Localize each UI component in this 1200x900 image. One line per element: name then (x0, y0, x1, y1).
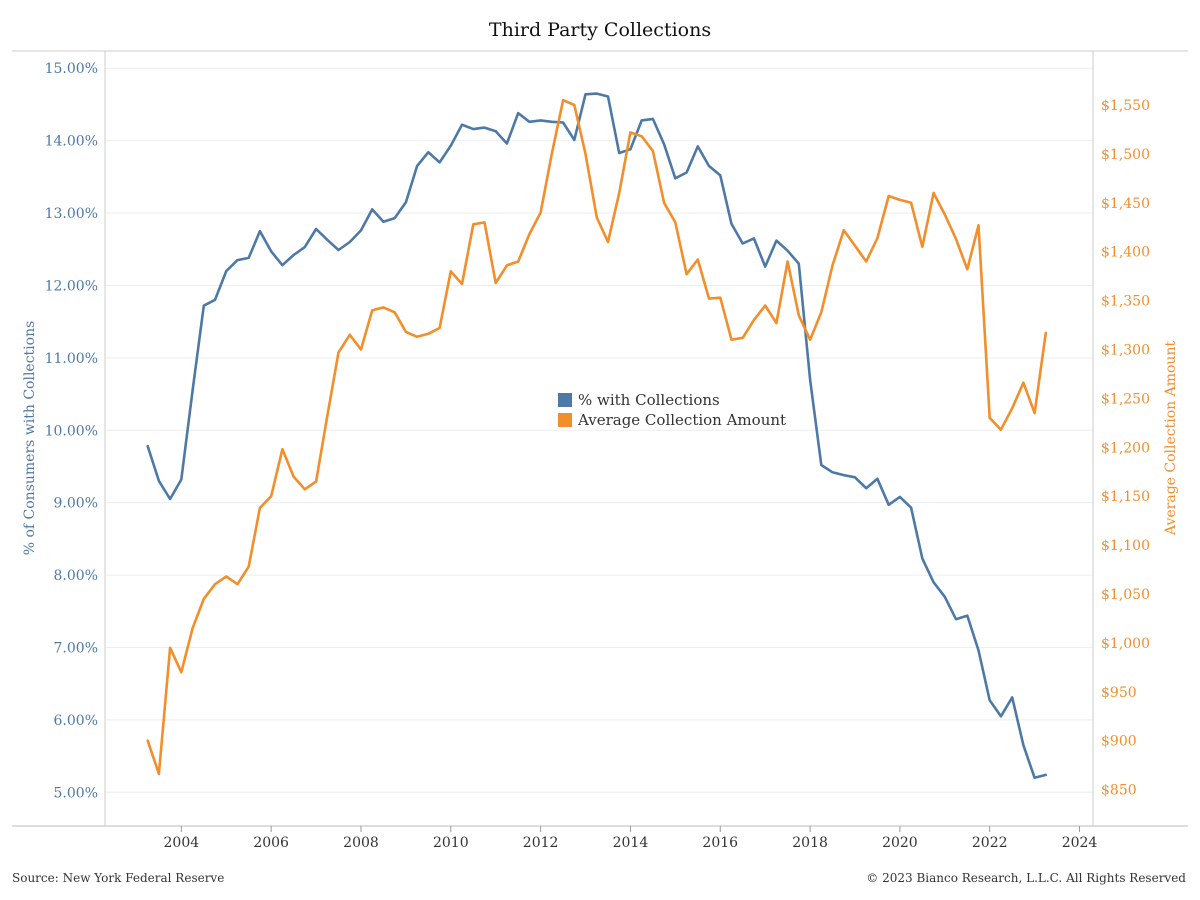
right-tick-label: $1,550 (1101, 98, 1150, 114)
right-tick-label: $1,250 (1101, 391, 1150, 407)
x-tick-label: 2016 (702, 835, 738, 851)
legend-swatch-pct (558, 393, 572, 407)
x-tick-label: 2014 (613, 835, 649, 851)
left-tick-label: 5.00% (54, 785, 98, 801)
series-line-average-collection-amount (146, 98, 1048, 776)
x-tick-label: 2004 (164, 835, 200, 851)
x-tick-label: 2024 (1062, 835, 1098, 851)
x-axis-ticks: 2004 2006 2008 2010 2012 2014 2016 2018 2020 2022… (164, 826, 1098, 851)
left-tick-label: 12.00% (45, 278, 98, 294)
right-tick-label: $1,350 (1101, 294, 1150, 310)
x-tick-label: 2010 (433, 835, 469, 851)
x-tick-label: 2022 (972, 835, 1008, 851)
right-tick-label: $1,050 (1101, 587, 1150, 603)
right-tick-label: $1,150 (1101, 489, 1150, 505)
left-tick-label: 8.00% (54, 568, 98, 584)
right-tick-label: $900 (1101, 734, 1137, 750)
right-tick-label: $1,300 (1101, 342, 1150, 358)
gridlines (105, 67, 1093, 793)
right-tick-label: $1,500 (1101, 147, 1150, 163)
legend-label-amount: Average Collection Amount (577, 411, 786, 429)
legend-label-pct: % with Collections (578, 391, 720, 409)
left-tick-label: 11.00% (45, 351, 98, 367)
x-tick-label: 2012 (523, 835, 559, 851)
left-tick-label: 9.00% (54, 496, 98, 512)
left-tick-label: 14.00% (45, 134, 98, 150)
legend-swatch-amount (558, 413, 572, 427)
left-tick-label: 15.00% (45, 61, 98, 77)
chart-title: Third Party Collections (489, 19, 711, 41)
series-line-pct-with-collections (146, 92, 1048, 780)
legend[interactable]: % with Collections Average Collection Am… (558, 391, 786, 429)
left-axis-label: % of Consumers with Collections (22, 321, 38, 556)
right-tick-label: $1,200 (1101, 440, 1150, 456)
left-tick-label: 6.00% (54, 713, 98, 729)
left-axis-ticks: 5.00% 6.00% 7.00% 8.00% 9.00% 10.00% 11.00% 12.… (45, 61, 98, 801)
x-tick-label: 2020 (882, 835, 918, 851)
source-note: Source: New York Federal Reserve (12, 871, 224, 885)
x-tick-label: 2006 (253, 835, 289, 851)
left-tick-label: 13.00% (45, 206, 98, 222)
right-axis-ticks: $850 $900 $950 $1,000 $1,050 $1,100 $1,150 $1,2… (1101, 98, 1150, 799)
right-tick-label: $850 (1101, 783, 1137, 799)
right-tick-label: $1,400 (1101, 245, 1150, 261)
copyright-note: © 2023 Bianco Research, L.L.C. All Right… (866, 871, 1186, 885)
series-lines (146, 92, 1048, 780)
left-tick-label: 7.00% (54, 640, 98, 656)
right-tick-label: $1,100 (1101, 538, 1150, 554)
right-tick-label: $1,450 (1101, 196, 1150, 212)
x-tick-label: 2008 (343, 835, 379, 851)
right-axis-label: Average Collection Amount (1163, 341, 1179, 537)
x-tick-label: 2018 (792, 835, 828, 851)
right-tick-label: $950 (1101, 685, 1137, 701)
left-tick-label: 10.00% (45, 423, 98, 439)
right-tick-label: $1,000 (1101, 636, 1150, 652)
